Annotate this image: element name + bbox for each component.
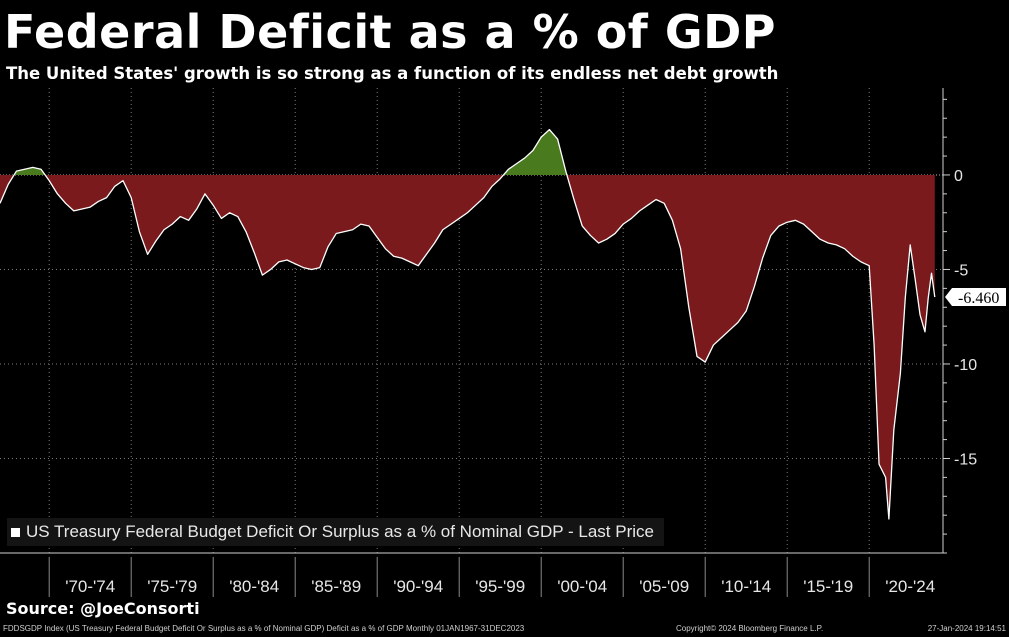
last-price-box <box>945 288 1006 307</box>
footer-copyright: Copyright© 2024 Bloomberg Finance L.P. <box>676 624 824 633</box>
line-layer <box>0 128 936 520</box>
x-tick-label: '20-'24 <box>885 577 935 596</box>
area-layer <box>0 129 935 519</box>
footer-timestamp: 27-Jan-2024 19:14:51 <box>927 624 1006 633</box>
series-line <box>0 128 936 520</box>
x-tick-label: '15-'19 <box>803 577 853 596</box>
legend: US Treasury Federal Budget Deficit Or Su… <box>7 518 664 546</box>
source-credit: Source: @JoeConsorti <box>6 599 200 618</box>
legend-label: US Treasury Federal Budget Deficit Or Su… <box>26 522 654 541</box>
x-tick-label: '85-'89 <box>311 577 361 596</box>
x-tick-label: '70-'74 <box>65 577 115 596</box>
legend-swatch <box>11 527 20 537</box>
last-price-value: -6.460 <box>958 290 999 307</box>
grid-layer <box>0 88 943 553</box>
last-price-callout: -6.460 <box>945 288 1006 307</box>
chart-subtitle: The United States' growth is so strong a… <box>6 64 779 83</box>
y-tick-label: -10 <box>954 357 977 374</box>
chart-title: Federal Deficit as a % of GDP <box>4 5 776 59</box>
footer-series-description: FDDSGDP Index (US Treasury Federal Budge… <box>3 624 525 633</box>
x-tick-label: '90-'94 <box>393 577 443 596</box>
x-tick-label: '05-'09 <box>639 577 689 596</box>
y-tick-label: 0 <box>954 168 963 185</box>
x-tick-label: '80-'84 <box>229 577 279 596</box>
deficit-area <box>0 174 935 519</box>
y-tick-label: -15 <box>954 451 977 468</box>
x-tick-label: '00-'04 <box>557 577 607 596</box>
x-tick-label: '95-'99 <box>475 577 525 596</box>
x-tick-label: '75-'79 <box>147 577 197 596</box>
y-tick-label: -5 <box>954 262 968 279</box>
x-tick-label: '10-'14 <box>721 577 771 596</box>
axis-layer: 0 -5 -10 -15 '70-'74 '75-'79 '80-'84 '85-'89 '90… <box>0 88 1006 597</box>
